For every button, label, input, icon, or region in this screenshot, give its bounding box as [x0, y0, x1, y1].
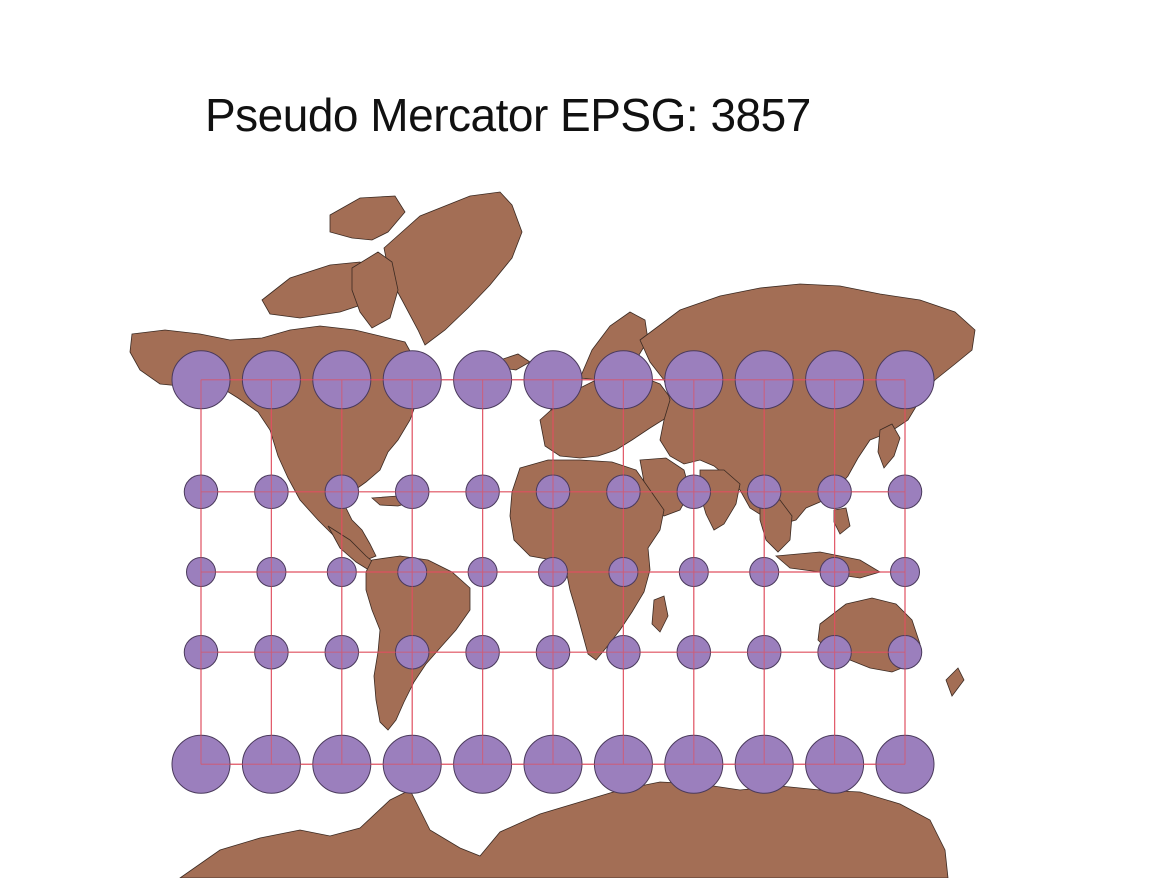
- baffin-island-landmass: [351, 251, 399, 329]
- map-title: Pseudo Mercator EPSG: 3857: [205, 89, 811, 141]
- greenland-landmass: [383, 191, 523, 346]
- graticule-overlay: [200, 379, 906, 765]
- africa-landmass: [509, 459, 665, 661]
- new-zealand-landmass: [945, 667, 965, 697]
- philippines-landmass: [833, 507, 851, 535]
- southeast-asia-landmass: [759, 499, 793, 553]
- japan-landmass: [877, 423, 901, 469]
- arctic-islands-landmass: [329, 195, 406, 241]
- madagascar-landmass: [651, 595, 669, 633]
- antarctica-landmass: [179, 781, 949, 878]
